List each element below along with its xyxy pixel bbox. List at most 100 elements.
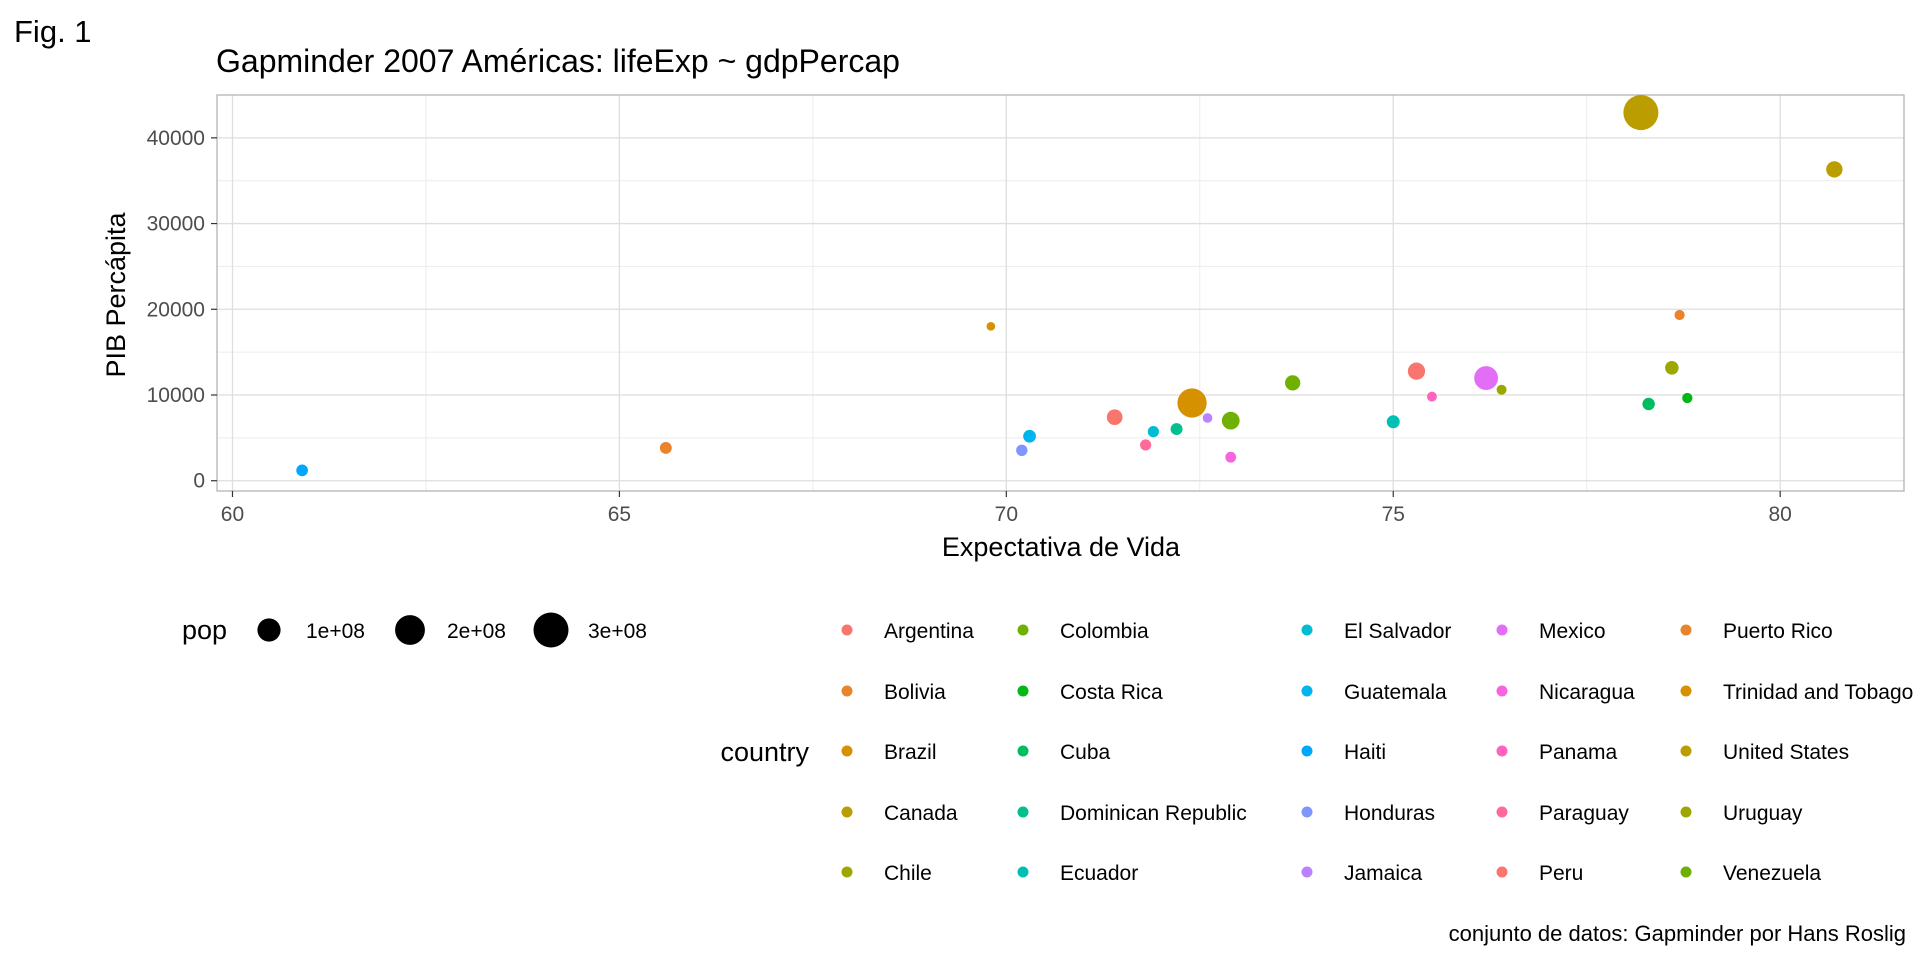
x-tick-label: 80 [1769, 503, 1792, 526]
color-legend-label: Cuba [1060, 741, 1111, 764]
data-point [296, 464, 308, 477]
data-point [1147, 425, 1159, 438]
y-axis-ticks: 0 10000 20000 30000 40000 [147, 127, 217, 493]
color-legend-label: Venezuela [1723, 862, 1821, 885]
color-legend-key [1017, 685, 1029, 697]
color-legend-label: Uruguay [1723, 802, 1803, 825]
x-axis-label: Expectativa de Vida [942, 532, 1181, 562]
data-point [1285, 375, 1301, 391]
color-legend-label: Argentina [884, 620, 974, 643]
color-legend-key [1301, 745, 1313, 757]
y-tick-label: 30000 [147, 213, 205, 236]
data-point [1474, 366, 1499, 390]
x-tick-label: 65 [608, 503, 631, 526]
data-source-caption: conjunto de datos: Gapminder por Hans Ro… [1449, 921, 1906, 946]
color-legend-key [1017, 745, 1029, 757]
x-tick-label: 70 [995, 503, 1018, 526]
color-legend-label: El Salvador [1344, 620, 1451, 643]
color-legend-key [841, 685, 853, 697]
color-legend-key [1680, 806, 1692, 818]
color-legend-key [1496, 806, 1508, 818]
color-legend-key [1017, 866, 1029, 878]
data-point [1170, 423, 1183, 436]
color-legend-label: Costa Rica [1060, 681, 1163, 704]
y-tick-label: 40000 [147, 127, 205, 150]
panel-border [216, 94, 1905, 492]
color-legend-label: Canada [884, 802, 958, 825]
color-legend-key [1496, 624, 1508, 636]
color-legend-label: Panama [1539, 741, 1618, 764]
color-legend-label: Nicaragua [1539, 681, 1635, 704]
color-legend-label: Colombia [1060, 620, 1149, 643]
color-legend-key [1680, 624, 1692, 636]
color-legend-label: Peru [1539, 862, 1583, 885]
data-point [1426, 391, 1437, 402]
data-point [986, 322, 996, 331]
color-legend-key [1496, 745, 1508, 757]
color-legend-key [1017, 624, 1029, 636]
size-legend-key [533, 612, 569, 648]
color-legend-label: Ecuador [1060, 862, 1138, 885]
size-legend-label: 3e+08 [588, 620, 647, 643]
data-point [1106, 409, 1123, 426]
color-legend-key [1301, 624, 1313, 636]
data-point [659, 442, 672, 454]
color-legend: country Argentina Bolivia Brazil Canada Chil… [720, 620, 1913, 885]
y-tick-label: 10000 [147, 384, 205, 407]
y-axis-label: PIB Percápita [101, 211, 131, 377]
color-legend-key [841, 745, 853, 757]
color-legend-key [1017, 806, 1029, 818]
data-point [1623, 95, 1659, 131]
size-legend-label: 1e+08 [306, 620, 365, 643]
data-point [1386, 415, 1400, 429]
color-legend-key [1301, 685, 1313, 697]
data-point [1221, 411, 1240, 430]
y-tick-label: 20000 [147, 298, 205, 321]
data-point [1496, 384, 1507, 395]
size-legend-title: pop [182, 615, 227, 645]
color-legend-title: country [720, 737, 809, 767]
y-tick-label: 0 [193, 470, 205, 493]
color-legend-label: Guatemala [1344, 681, 1447, 704]
data-point [1225, 451, 1237, 463]
data-point [1674, 309, 1685, 321]
color-legend-label: Dominican Republic [1060, 802, 1247, 825]
data-point [1140, 439, 1152, 451]
x-axis-ticks: 60 65 70 75 80 [221, 491, 1792, 526]
color-legend-key [1301, 866, 1313, 878]
color-legend-label: Honduras [1344, 802, 1435, 825]
color-legend-label: Trinidad and Tobago [1723, 681, 1913, 704]
figure-label: Fig. 1 [14, 14, 92, 49]
size-legend: pop 1e+08 2e+08 3e+08 [182, 612, 647, 648]
data-point [1177, 388, 1207, 418]
color-legend-label: Paraguay [1539, 802, 1629, 825]
size-legend-key [257, 618, 281, 642]
color-legend-label: Puerto Rico [1723, 620, 1833, 643]
data-point [1202, 413, 1213, 423]
color-legend-label: Chile [884, 862, 932, 885]
color-legend-label: Bolivia [884, 681, 946, 704]
color-legend-key [1496, 866, 1508, 878]
data-point [1682, 392, 1693, 404]
size-legend-label: 2e+08 [447, 620, 506, 643]
color-legend-key [1496, 685, 1508, 697]
size-legend-key [395, 615, 425, 645]
x-tick-label: 60 [221, 503, 244, 526]
data-point [1826, 161, 1843, 178]
chart-title: Gapminder 2007 Américas: lifeExp ~ gdpPe… [216, 43, 900, 79]
x-tick-label: 75 [1382, 503, 1405, 526]
data-point [1023, 429, 1036, 443]
color-legend-key [841, 624, 853, 636]
color-legend-key [1680, 866, 1692, 878]
color-legend-label: Mexico [1539, 620, 1606, 643]
color-legend-label: Jamaica [1344, 862, 1423, 885]
data-point [1407, 362, 1426, 380]
color-legend-key [841, 866, 853, 878]
data-points [296, 95, 1843, 477]
color-legend-label: Brazil [884, 741, 937, 764]
data-point [1665, 361, 1679, 375]
plot-panel [216, 94, 1905, 492]
color-legend-label: United States [1723, 741, 1849, 764]
data-point [1016, 444, 1028, 457]
